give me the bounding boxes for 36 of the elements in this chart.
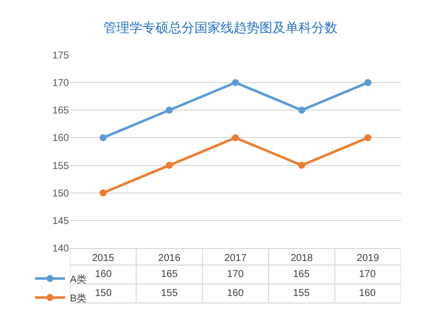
point bbox=[232, 79, 239, 86]
y-tick-label: 170 bbox=[52, 78, 70, 90]
chart-title: 管理学专硕总分国家线趋势图及单科分数 bbox=[104, 20, 338, 36]
data-label: 155 bbox=[293, 288, 310, 299]
data-label: 170 bbox=[359, 269, 376, 280]
data-label: 150 bbox=[95, 288, 112, 299]
y-tick-label: 140 bbox=[52, 244, 70, 254]
x-tick-label: 2016 bbox=[158, 253, 181, 264]
point bbox=[364, 134, 372, 142]
y-tick-label: 160 bbox=[52, 133, 70, 144]
y-tick-label: 150 bbox=[52, 188, 70, 200]
x-tick-label: 2015 bbox=[92, 253, 115, 264]
point bbox=[232, 134, 239, 142]
data-label: 165 bbox=[161, 269, 178, 280]
y-tick-label: 145 bbox=[52, 216, 70, 227]
point bbox=[298, 106, 306, 114]
legend-label: B类 bbox=[70, 292, 87, 304]
y-tick-label: 165 bbox=[52, 106, 70, 117]
y-tick-label: 175 bbox=[52, 50, 70, 62]
point bbox=[100, 134, 107, 142]
point bbox=[100, 189, 107, 196]
data-label: 160 bbox=[95, 269, 112, 280]
data-label: 155 bbox=[161, 288, 178, 299]
point bbox=[364, 79, 372, 86]
point bbox=[166, 162, 173, 169]
x-tick-label: 2018 bbox=[290, 253, 314, 264]
data-label: 160 bbox=[359, 288, 376, 299]
y-tick-label: 155 bbox=[52, 160, 70, 172]
x-tick-label: 2017 bbox=[224, 253, 248, 264]
data-label: 160 bbox=[227, 288, 244, 299]
data-label: 165 bbox=[293, 269, 310, 280]
point bbox=[298, 162, 306, 169]
x-tick-label: 2019 bbox=[356, 253, 380, 264]
legend-label: A类 bbox=[70, 273, 87, 286]
data-label: 170 bbox=[227, 269, 244, 280]
point bbox=[166, 106, 173, 114]
